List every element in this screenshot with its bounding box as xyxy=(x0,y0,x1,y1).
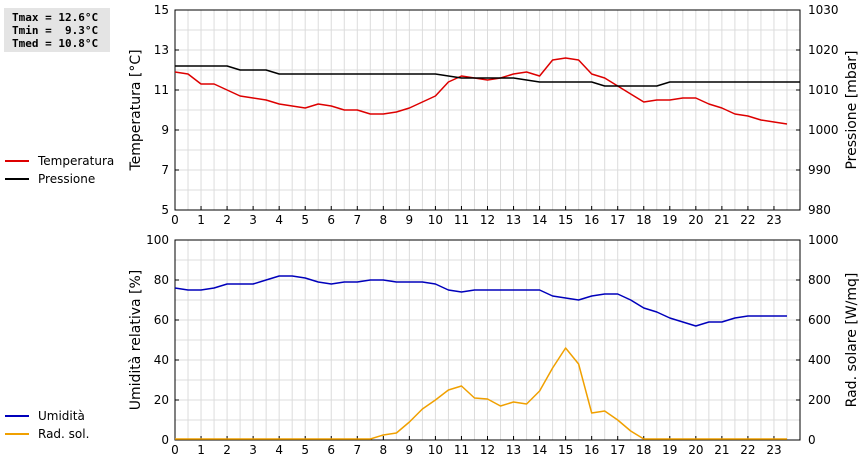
y-right-tick-label: 200 xyxy=(808,393,831,407)
legend-swatch-temperatura xyxy=(5,160,29,162)
x-tick-label: 8 xyxy=(380,443,388,457)
y-right-tick-label: 1030 xyxy=(808,3,839,17)
legend-label-temperatura: Temperatura xyxy=(38,154,115,168)
x-tick-label: 14 xyxy=(532,213,547,227)
x-tick-label: 9 xyxy=(406,443,414,457)
x-tick-label: 11 xyxy=(454,443,469,457)
y-right-tick-label: 1020 xyxy=(808,43,839,57)
legend-swatch-pressione xyxy=(5,178,29,180)
x-tick-label: 14 xyxy=(532,443,547,457)
stat-tmax: Tmax = 12.6°C xyxy=(12,11,99,24)
x-tick-label: 3 xyxy=(249,213,257,227)
x-tick-label: 0 xyxy=(171,443,179,457)
x-tick-label: 22 xyxy=(740,213,755,227)
chart-bottom-humidity-radiation: 0 1 2 3 4 5 6 7 8 9 10 11 12 13 14 15 16 17 18 19 20 21 22 2302… xyxy=(128,233,860,457)
y-left-tick-label: 9 xyxy=(161,123,169,137)
y-right-tick-label: 1000 xyxy=(808,123,839,137)
stat-tmin: Tmin = 9.3°C xyxy=(12,24,99,37)
x-tick-label: 5 xyxy=(301,443,309,457)
x-tick-label: 18 xyxy=(636,443,651,457)
x-tick-label: 19 xyxy=(662,443,677,457)
x-tick-label: 17 xyxy=(610,443,625,457)
x-tick-label: 2 xyxy=(223,443,231,457)
legend-label-umidita: Umidità xyxy=(38,409,85,423)
legend-swatch-rad-sol xyxy=(5,433,29,435)
chart-top-temperature-pressure: 0 1 2 3 4 5 6 7 8 9 10 11 12 13 14 15 16 17 18 19 20 21 22 2357… xyxy=(128,3,860,227)
y-right-tick-label: 1010 xyxy=(808,83,839,97)
y-left-tick-label: 15 xyxy=(154,3,169,17)
y-right-tick-label: 600 xyxy=(808,313,831,327)
x-tick-label: 6 xyxy=(327,213,335,227)
x-tick-label: 17 xyxy=(610,213,625,227)
x-tick-label: 18 xyxy=(636,213,651,227)
x-tick-label: 23 xyxy=(766,443,781,457)
series-line-rad-sol- xyxy=(175,347,787,440)
x-tick-label: 10 xyxy=(428,213,443,227)
x-tick-label: 5 xyxy=(301,213,309,227)
y-left-axis-title: Umidità relativa [%] xyxy=(128,270,144,411)
x-tick-label: 12 xyxy=(480,443,495,457)
x-tick-label: 1 xyxy=(197,443,205,457)
legend-label-pressione: Pressione xyxy=(38,172,96,186)
y-right-tick-label: 990 xyxy=(808,163,831,177)
y-right-tick-label: 980 xyxy=(808,203,831,217)
x-tick-label: 15 xyxy=(558,213,573,227)
x-tick-label: 7 xyxy=(353,213,361,227)
stat-tmed: Tmed = 10.8°C xyxy=(12,37,99,50)
y-left-tick-label: 40 xyxy=(154,353,169,367)
x-tick-label: 13 xyxy=(506,213,521,227)
series-line-pressione xyxy=(175,65,800,87)
y-right-axis-title: Rad. solare [W/mq] xyxy=(844,273,860,408)
x-tick-label: 12 xyxy=(480,213,495,227)
legend-label-rad-sol: Rad. sol. xyxy=(38,427,90,441)
y-left-tick-label: 60 xyxy=(154,313,169,327)
y-left-tick-label: 13 xyxy=(154,43,169,57)
x-tick-label: 1 xyxy=(197,213,205,227)
y-right-tick-label: 400 xyxy=(808,353,831,367)
x-tick-label: 8 xyxy=(380,213,388,227)
x-tick-label: 15 xyxy=(558,443,573,457)
x-tick-label: 2 xyxy=(223,213,231,227)
legend-swatch-umidita xyxy=(5,415,29,417)
series-line-temperatura xyxy=(174,57,788,125)
y-left-tick-label: 100 xyxy=(146,233,169,247)
y-left-tick-label: 80 xyxy=(154,273,169,287)
x-tick-label: 19 xyxy=(662,213,677,227)
y-right-tick-label: 800 xyxy=(808,273,831,287)
x-tick-label: 22 xyxy=(740,443,755,457)
y-left-tick-label: 0 xyxy=(161,433,169,447)
x-tick-label: 10 xyxy=(428,443,443,457)
x-tick-label: 0 xyxy=(171,213,179,227)
x-tick-label: 20 xyxy=(688,213,703,227)
y-left-tick-label: 7 xyxy=(161,163,169,177)
x-tick-label: 20 xyxy=(688,443,703,457)
x-tick-label: 21 xyxy=(714,213,729,227)
x-tick-label: 4 xyxy=(275,213,283,227)
stats-box: Tmax = 12.6°C Tmin = 9.3°C Tmed = 10.8°C xyxy=(4,8,110,52)
y-right-axis-title: Pressione [mbar] xyxy=(844,50,860,169)
x-tick-label: 7 xyxy=(353,443,361,457)
x-tick-label: 11 xyxy=(454,213,469,227)
x-tick-label: 16 xyxy=(584,443,599,457)
y-left-tick-label: 5 xyxy=(161,203,169,217)
x-tick-label: 21 xyxy=(714,443,729,457)
y-right-tick-label: 1000 xyxy=(808,233,839,247)
x-tick-label: 4 xyxy=(275,443,283,457)
y-left-tick-label: 20 xyxy=(154,393,169,407)
y-right-tick-label: 0 xyxy=(808,433,816,447)
x-tick-label: 6 xyxy=(327,443,335,457)
x-tick-label: 3 xyxy=(249,443,257,457)
x-tick-label: 16 xyxy=(584,213,599,227)
x-tick-label: 9 xyxy=(406,213,414,227)
x-tick-label: 13 xyxy=(506,443,521,457)
x-tick-label: 23 xyxy=(766,213,781,227)
y-left-tick-label: 11 xyxy=(154,83,169,97)
series-line-umidit- xyxy=(174,275,787,327)
y-left-axis-title: Temperatura [°C] xyxy=(128,49,144,171)
